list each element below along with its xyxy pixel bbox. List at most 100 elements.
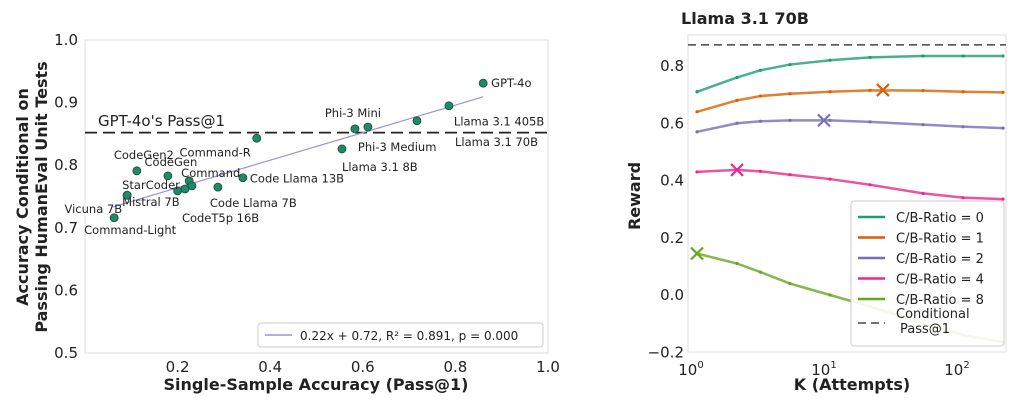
point-marker [444,101,454,111]
data-point: Command-R [180,133,262,159]
point-label: Llama 3.1 405B [454,115,544,129]
legend-label: C/B-Ratio = 1 [896,232,984,247]
data-point: CodeGen [145,155,198,181]
data-point: Llama 3.1 70B [412,116,538,149]
y-tick-label: 0.8 [660,57,684,75]
series-point [735,121,739,125]
point-marker [412,116,422,126]
series-point [758,119,763,123]
y-tick-label: 0.6 [54,281,78,299]
y-tick-label: 1.0 [54,31,78,49]
point-label: Llama 3.1 8B [342,160,418,174]
series-point [868,55,872,60]
point-label: Code Llama 13B [250,172,344,186]
gpt4o-pass1-label: GPT-4o's Pass@1 [98,112,225,130]
x-tick-label: 0.4 [258,358,282,376]
x-tick-label: 100 [678,360,703,379]
series-point [828,118,832,122]
x-tick-label: 0.2 [166,358,190,376]
y-tick-label: 0.8 [54,156,78,174]
data-point: Code Llama 13B [238,172,344,186]
series-point [961,196,965,200]
point-marker [478,78,488,88]
series-point [1001,90,1005,94]
legend-label: C/B-Ratio = 0 [896,211,984,226]
point-label: Llama 3.1 70B [455,135,538,149]
y-tick-label: 0.2 [660,229,684,247]
x-tick-label: 102 [944,360,969,379]
series-point [758,169,763,173]
series-point [961,125,965,129]
point-marker [132,166,142,176]
point-marker [363,122,373,132]
data-point [180,184,190,194]
series-point [828,90,832,94]
legend-label: C/B-Ratio = 8 [896,293,984,308]
series-point [735,261,739,266]
data-point: CodeGen2 [114,148,174,176]
point-label: GPT-4o [491,76,531,90]
point-marker [238,173,248,183]
data-point: GPT-4o [478,76,532,90]
series-2 [695,113,1005,134]
point-label: StarCoder [122,178,180,192]
data-point: Phi-3 Mini [325,106,381,134]
series-point [758,68,763,72]
y-tick-label: 0.5 [54,344,78,362]
point-marker [213,182,223,192]
data-point: Mistral 7B [122,186,183,209]
point-marker [163,171,173,181]
max-marker [817,113,831,128]
left-plot-frame [84,39,549,354]
series-point [788,92,792,96]
series-point [921,123,925,127]
point-label: CodeGen2 [114,148,174,162]
series-point [868,183,872,187]
x-tick-label: 0.6 [351,358,375,376]
point-marker [180,184,190,194]
data-point: Llama 3.1 405B [444,101,544,129]
series-point [868,88,872,92]
series-point [695,130,699,134]
series-3 [695,163,1005,201]
right-chart-title: Llama 3.1 70B [681,9,809,28]
legend: C/B-Ratio = 0 C/B-Ratio = 1 C/B-Ratio = 2 C… [850,200,1005,347]
data-point: Llama 3.1 8B [337,144,418,174]
series-point [868,120,872,124]
point-marker [337,144,347,154]
data-point: Command-Light [84,213,177,237]
series-point [921,54,925,58]
y-axis-label-line1: Accuracy Conditional on [13,88,32,306]
series-0 [695,54,1005,94]
data-point: CodeT5p 16B [182,181,259,225]
series-point [758,94,763,98]
data-point: Code Llama 7B [210,182,297,210]
y-tick-label: −0.2 [648,343,684,361]
y-axis-label-line2: Passing HumanEval Unit Tests [32,61,51,332]
series-1 [695,83,1005,114]
legend-label: C/B-Ratio = 4 [896,273,984,288]
series-point [921,191,925,195]
point-label: CodeGen [145,155,198,169]
series-point [695,90,699,94]
series-point [695,110,699,114]
point-label: Vicuna 7B [65,202,123,216]
point-label: Command-R [180,145,251,159]
series-point [828,177,832,181]
data-point: Phi-3 Medium [358,122,437,154]
point-label: Phi-3 Mini [325,106,381,120]
point-label: Command [181,166,240,180]
series-point [695,170,699,174]
y-tick-label: 0.6 [660,114,684,132]
scatter-chart: 0.2 0.4 0.6 0.8 1.0 0.5 0.6 0.7 0.8 0.9 1.0 GPT-4o… [13,31,560,394]
point-marker [252,133,262,143]
point-label: Mistral 7B [122,195,180,209]
series-point [921,89,925,93]
legend-label-ref: Conditional Pass@1 [896,307,970,337]
series-point [758,270,763,274]
point-label: CodeT5p 16B [182,211,259,225]
series-point [961,54,965,58]
point-label: Phi-3 Medium [358,140,437,154]
series-point [1001,197,1005,201]
